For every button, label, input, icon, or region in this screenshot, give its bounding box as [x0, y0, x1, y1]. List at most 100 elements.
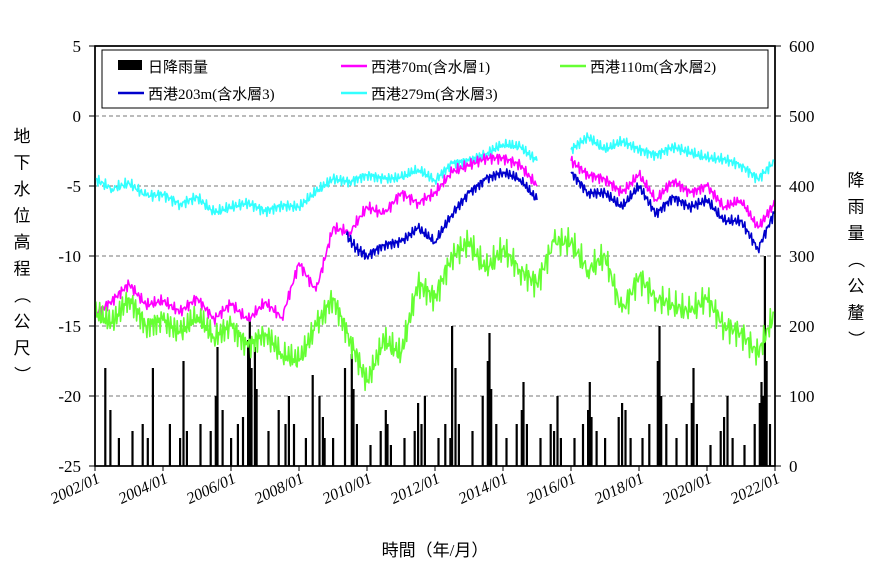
rainfall-bar [323, 438, 326, 466]
rainfall-bar [216, 347, 219, 466]
rainfall-bar [760, 382, 763, 466]
rainfall-bar [369, 445, 372, 466]
rainfall-bar [604, 438, 607, 466]
axis-label-char: 位 [14, 207, 31, 226]
right-tick-label: 600 [789, 37, 815, 56]
x-tick-label: 2020/01 [660, 470, 715, 508]
rainfall-bar [255, 389, 258, 466]
rainfall-bar [420, 424, 423, 466]
rainfall-bar [277, 410, 280, 466]
rainfall-bar [247, 340, 250, 466]
rainfall-bar [723, 417, 726, 466]
rainfall-bar [236, 424, 239, 466]
rainfall-bar [352, 389, 355, 466]
rainfall-bar [350, 354, 353, 466]
left-tick-label: -10 [58, 247, 81, 266]
rainfall-bar [182, 361, 185, 466]
rainfall-bar [581, 424, 585, 466]
rainfall-bar [658, 326, 661, 466]
rainfall-bar [520, 410, 523, 466]
rainfall-bar [758, 403, 761, 466]
rainfall-bar [168, 424, 171, 466]
series-line-w279 [94, 132, 775, 218]
axis-label-char: 公 [14, 313, 31, 332]
x-tick-label: 2004/01 [116, 470, 171, 508]
rainfall-bar [692, 368, 695, 466]
rainfall-bar [505, 438, 508, 466]
rainfall-bar [743, 445, 746, 466]
x-tick-label: 2014/01 [456, 470, 511, 508]
rainfall-bar [573, 438, 576, 466]
rainfall-bar [179, 438, 182, 466]
rainfall-bar [685, 424, 688, 466]
rainfall-bar [709, 445, 712, 466]
rainfall-bar [549, 424, 552, 466]
axis-label-char: 公 [848, 277, 865, 296]
rainfall-bar [332, 438, 335, 466]
rainfall-bar [253, 347, 256, 466]
rainfall-bar [641, 438, 644, 466]
rainfall-bar [454, 368, 457, 466]
rainfall-bar [230, 438, 233, 466]
right-tick-label: 500 [789, 107, 815, 126]
right-tick-label: 300 [789, 247, 815, 266]
rainfall-bar [185, 431, 188, 466]
rainfall-bar [384, 410, 387, 466]
rainfall-bar [444, 424, 447, 466]
right-tick-label: 0 [789, 457, 798, 476]
rainfall-bar [117, 438, 120, 466]
axis-label-char: 量 [848, 224, 865, 243]
x-axis-ticks: 2002/01 2004/01 2006/01 2008/01 2010/01 2012/… [48, 466, 783, 508]
rainfall-bar [267, 431, 270, 466]
axis-label-char: 下 [14, 154, 31, 173]
right-axis-ticks: 600 500 400 300 200 100 0 [775, 37, 815, 476]
rainfall-bar [665, 424, 668, 466]
axis-label-char: 地 [14, 127, 31, 146]
rainfall-bar [241, 417, 245, 466]
rainfall-bar [515, 424, 518, 466]
rainfall-bar [437, 438, 440, 466]
rainfall-bar [588, 382, 591, 466]
rainfall-bar [449, 438, 452, 466]
series-lines [94, 132, 776, 392]
rainfall-bar [488, 333, 491, 466]
legend-label: 西港70m(含水層1) [371, 59, 490, 76]
rainfall-bar [284, 424, 287, 466]
x-tick-label: 2018/01 [592, 470, 647, 508]
series-line-w110 [94, 227, 776, 392]
rainfall-bar [423, 396, 426, 466]
rainfall-bar [248, 319, 251, 466]
rainfall-bar [486, 361, 489, 466]
axis-label-char: 降 [848, 171, 865, 190]
rainfall-bar [109, 410, 112, 466]
rainfall-bar [590, 417, 593, 466]
right-tick-label: 100 [789, 387, 815, 406]
right-axis-label: 降雨量 （ 公釐 ） [846, 171, 865, 348]
axis-label-char: （ [12, 287, 31, 304]
rainfall-bar [379, 431, 382, 466]
legend-label: 日降雨量 [148, 59, 208, 76]
rainfall-bar [525, 424, 528, 466]
axis-label-char: 程 [14, 260, 31, 279]
rainfall-bar [690, 403, 693, 466]
right-tick-label: 200 [789, 317, 815, 336]
x-axis-label: 時間（年/月） [382, 541, 489, 560]
left-tick-label: 5 [73, 37, 82, 56]
left-tick-label: -5 [67, 177, 81, 196]
rainfall-bar [199, 424, 202, 466]
legend-box [101, 49, 769, 109]
rainfall-bar [695, 424, 698, 466]
left-axis-ticks: 5 0 -5 -10 -15 -20 -25 [58, 37, 95, 476]
left-tick-label: -25 [58, 457, 81, 476]
axis-label-char: 尺 [14, 339, 31, 358]
rainfall-bar [417, 403, 420, 466]
rainfall-bar [403, 438, 406, 466]
rainfall-bar [731, 438, 734, 466]
series-line-w203 [345, 168, 776, 260]
legend-label: 西港110m(含水層2) [590, 59, 716, 76]
rainfall-bar [753, 424, 756, 466]
rainfall-bar [292, 424, 296, 466]
rainfall-bar [559, 438, 562, 466]
rainfall-bar [629, 438, 632, 466]
